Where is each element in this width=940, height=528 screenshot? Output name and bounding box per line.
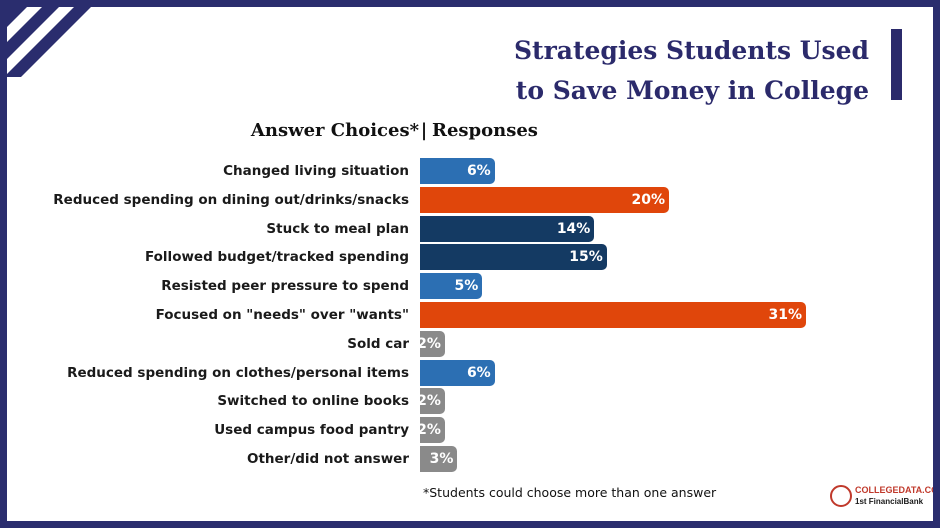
chart-title-line-2: to Save Money in College [515,76,869,105]
bar-row: Switched to online books 2% [7,388,933,415]
bar-row: Reduced spending on dining out/drinks/sn… [7,186,933,213]
header-separator: | [420,120,428,141]
logo-seal-icon [830,485,852,507]
category-label: Used campus food pantry [214,422,409,439]
bar [420,446,458,472]
value-label: 6% [466,163,491,179]
category-label: Focused on "needs" over "wants" [155,307,409,323]
chart-title: Strategies Students Used to Save Money i… [369,31,869,111]
bar [420,273,483,300]
chart-title-line-1: Strategies Students Used [513,36,869,65]
category-label: Followed budget/tracked spending [144,249,409,266]
value-label: 3% [429,451,454,467]
category-label: Reduced spending on clothes/personal ite… [67,364,409,381]
collegedata-logo: COLLEGEDATA.COM 1st FinancialBank [830,483,933,511]
value-label: 20% [631,191,666,208]
value-label: 2% [417,335,441,352]
category-label: Sold car [347,335,409,352]
bar [420,244,607,271]
column-header: Answer Choices* | Responses [7,120,933,146]
bar-row: Other/did not answer 3% [7,446,933,472]
bar [420,359,495,386]
bar-row: Stuck to meal plan 14% [7,215,933,242]
value-label: 2% [417,422,441,439]
bar-row: Followed budget/tracked spending 15% [7,244,933,271]
header-answer-choices: Answer Choices* [250,120,419,141]
value-label: 15% [569,249,603,266]
category-label: Reduced spending on dining out/drinks/sn… [53,191,409,208]
chart-frame: Strategies Students Used to Save Money i… [7,7,933,521]
bar [420,302,806,328]
bar [420,158,495,184]
bar-row: Changed living situation 6% [7,158,933,184]
bar-row: Focused on "needs" over "wants" 31% [7,302,933,328]
bar-row: Used campus food pantry 2% [7,417,933,444]
category-label: Changed living situation [223,163,409,179]
value-label: 2% [417,393,441,410]
category-label: Stuck to meal plan [266,220,409,237]
title-accent-bar [891,29,902,100]
value-label: 5% [454,278,479,295]
bar-row: Reduced spending on clothes/personal ite… [7,359,933,386]
bar [420,417,445,444]
logo-line-1: COLLEGEDATA.COM [855,485,933,495]
corner-stripes-decoration [7,7,91,77]
category-label: Resisted peer pressure to spend [161,278,409,295]
bar [420,186,670,213]
value-label: 31% [768,307,802,323]
bar-row: Sold car 2% [7,330,933,357]
header-responses: Responses [432,120,538,141]
bar-row: Resisted peer pressure to spend 5% [7,273,933,300]
footnote: *Students could choose more than one ans… [423,485,717,500]
value-label: 14% [556,220,591,237]
bar [420,215,595,242]
bar [420,388,445,415]
bar [420,330,445,357]
logo-line-2: 1st FinancialBank [855,497,924,506]
category-label: Switched to online books [217,393,409,410]
value-label: 6% [466,364,491,381]
category-label: Other/did not answer [246,451,409,467]
